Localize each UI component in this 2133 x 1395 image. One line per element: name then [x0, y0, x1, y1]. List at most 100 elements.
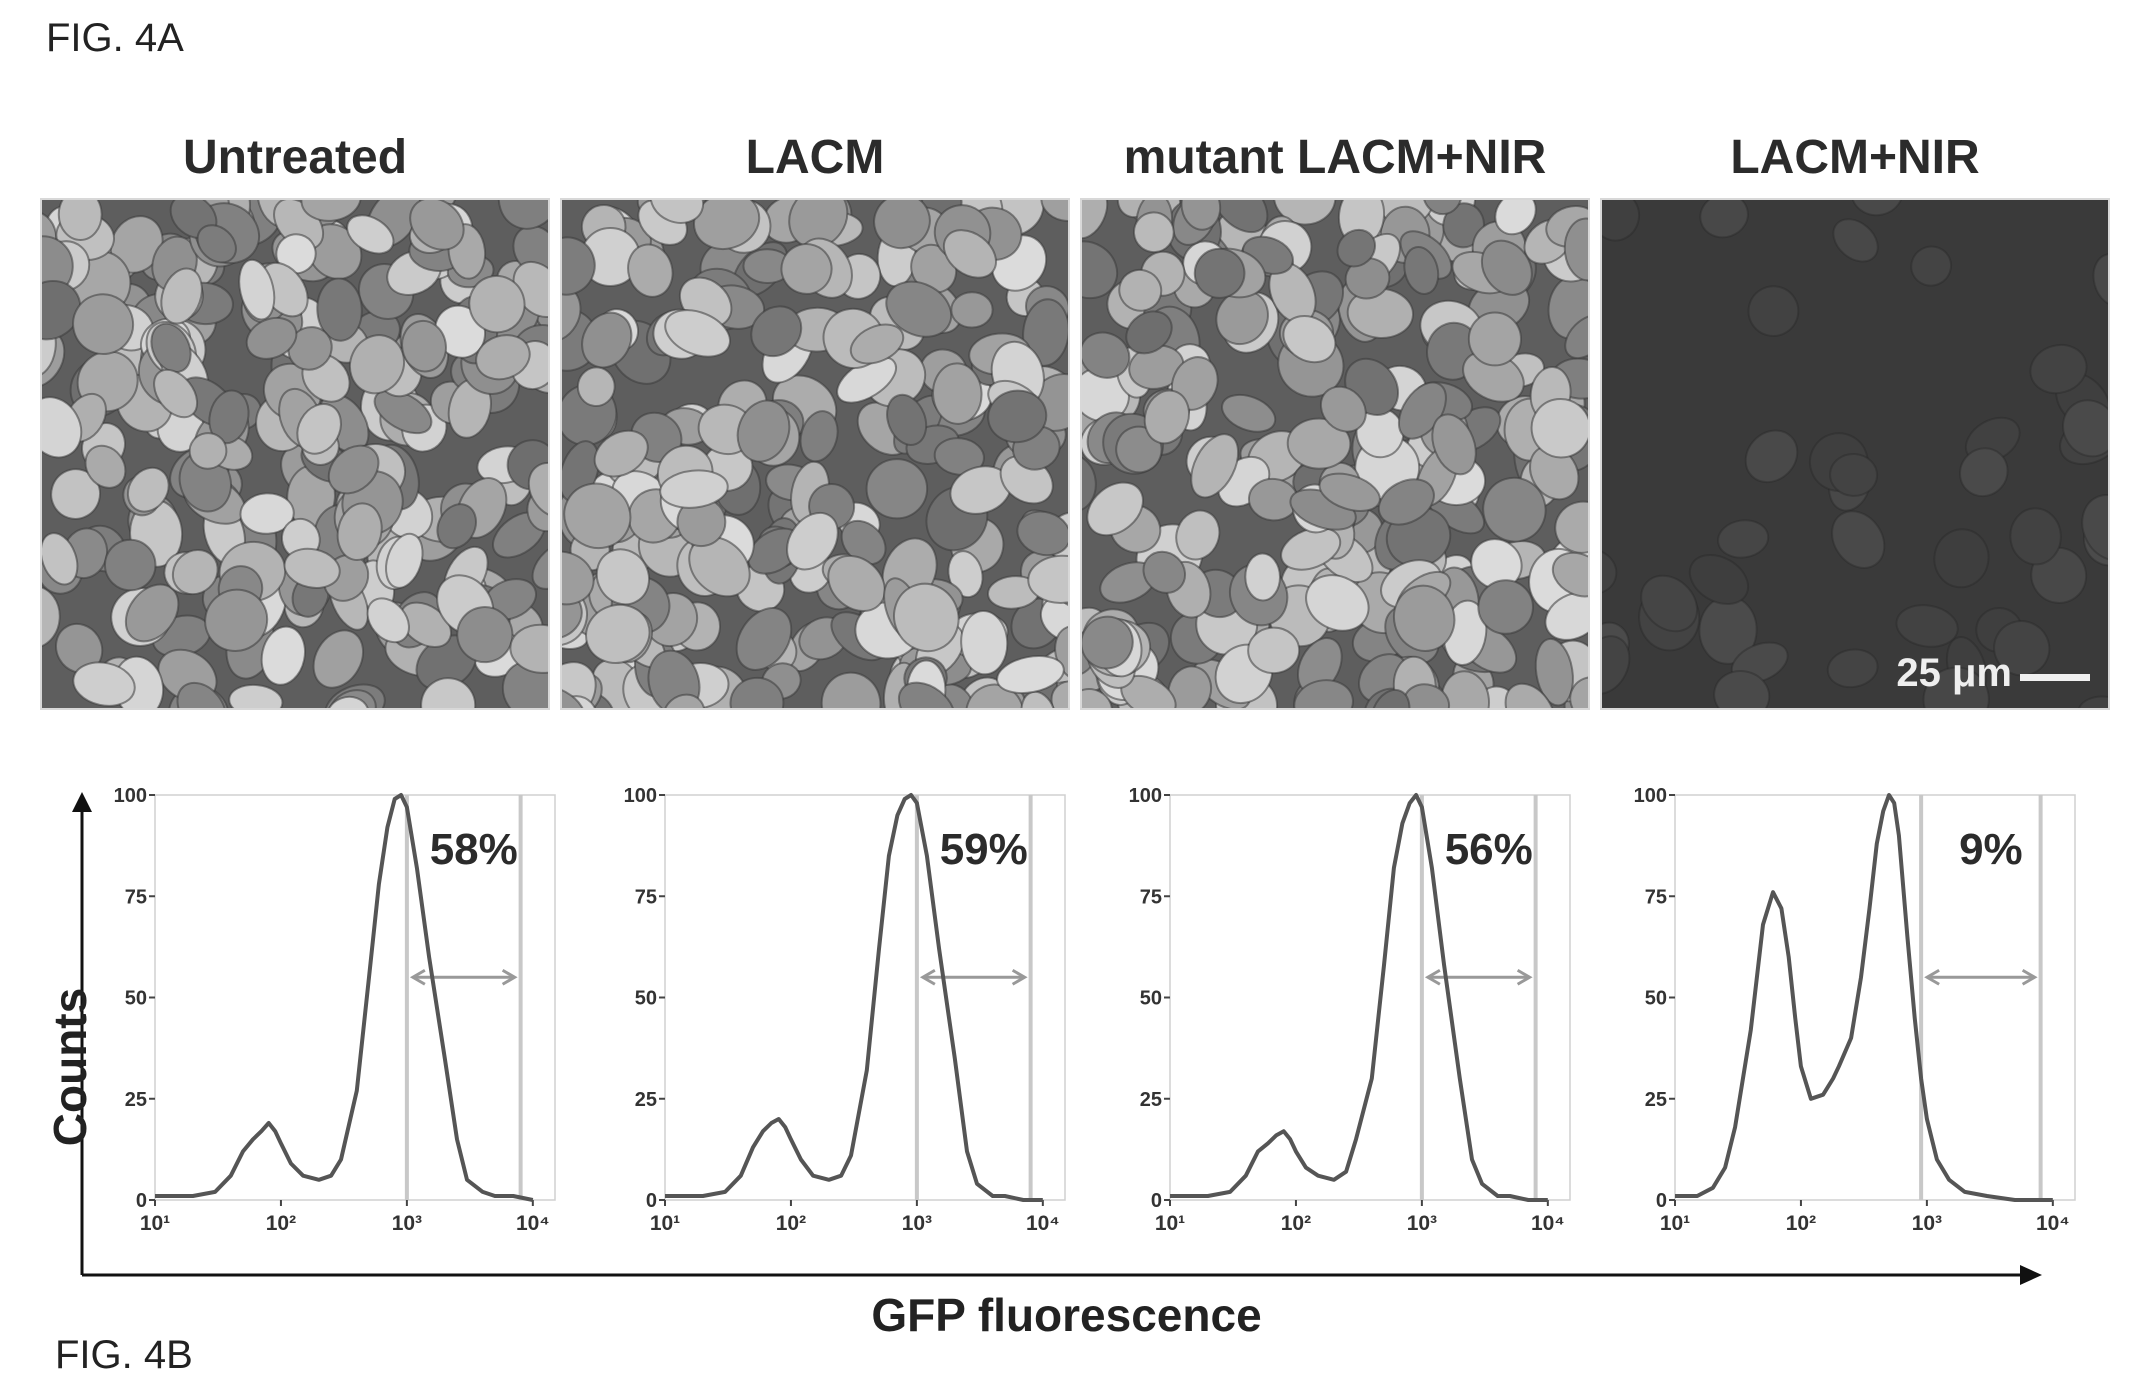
cell-blob	[1959, 447, 2009, 498]
cell-blob	[1850, 200, 1905, 217]
cell-blob	[42, 532, 79, 586]
cell-blob	[228, 683, 284, 708]
cell-blob	[1193, 247, 1246, 299]
cell-blob	[238, 258, 276, 321]
cell-blob	[885, 280, 953, 338]
cell-blob	[1544, 591, 1588, 641]
y-tick-label: 100	[1634, 785, 1667, 807]
cell-blob	[348, 334, 406, 395]
cell-blob	[1831, 510, 1886, 569]
cell-blob	[373, 389, 433, 435]
cell-blob	[1282, 315, 1337, 364]
cell-blob	[1933, 528, 1990, 589]
cell-blob	[2077, 695, 2108, 708]
shared-axes	[72, 792, 2042, 1285]
y-tick-label: 75	[635, 886, 657, 908]
cell-blob	[1280, 526, 1342, 571]
cell-blob	[562, 236, 596, 296]
cell-blob	[150, 322, 192, 374]
cell-blob	[942, 229, 997, 279]
cell-blob	[996, 655, 1065, 695]
cell-blob	[1480, 239, 1533, 296]
gate-arrow-head-right	[501, 968, 518, 986]
cell-blob	[950, 291, 994, 329]
histogram-curve	[665, 793, 1043, 1202]
figure-label-a: FIG. 4A	[46, 16, 184, 60]
cell-blob	[300, 200, 362, 222]
cell-blob	[1221, 393, 1277, 433]
cell-blob	[1564, 314, 1588, 360]
cell-blob	[153, 368, 199, 419]
cell-blob	[188, 432, 228, 470]
y-tick-label: 25	[1645, 1089, 1667, 1111]
cell-blob	[204, 588, 269, 652]
panel-title-lacm: LACM	[745, 131, 885, 184]
cell-blob	[1563, 217, 1588, 282]
x-tick-label: 10²	[266, 1212, 296, 1235]
cell-blob	[664, 309, 731, 358]
x-tick-label: 10⁴	[516, 1212, 550, 1235]
cell-blob	[385, 532, 424, 589]
cell-blob	[576, 366, 616, 408]
cell-blob	[865, 458, 929, 520]
histogram-curve	[1170, 793, 1548, 1202]
cell-blob	[2081, 494, 2108, 562]
x-tick-label: 10⁴	[1026, 1212, 1060, 1235]
cell-blob	[593, 429, 649, 478]
cell-blob	[103, 538, 157, 592]
cell-blob	[1040, 200, 1068, 222]
cell-blob	[283, 547, 341, 589]
micrograph-lacm	[560, 198, 1070, 710]
cell-blob	[799, 410, 839, 463]
cell-blob	[1118, 268, 1163, 312]
cell-blob	[1504, 682, 1556, 708]
cell-blob	[176, 681, 227, 708]
gate-arrow-head-right	[2021, 968, 2038, 986]
cell-blob	[933, 437, 985, 476]
cell-blob	[1829, 453, 1879, 497]
cell-blob	[527, 461, 548, 519]
cell-blob	[1082, 454, 1097, 512]
cell-blob	[509, 623, 548, 674]
cell-blob	[1717, 519, 1770, 559]
cell-blob	[409, 200, 465, 251]
cell-blob	[57, 200, 103, 241]
scale-bar	[2020, 674, 2090, 681]
panel-title-lacm-nir: LACM+NIR	[1730, 131, 1980, 184]
cell-blob	[1305, 574, 1370, 632]
cell-blob	[336, 502, 383, 561]
cell-blob	[581, 311, 633, 369]
cell-blob	[1530, 397, 1588, 459]
histogram-panel: 0 25 50 75 100 10¹ 10² 10³ 10⁴ 9%	[1634, 785, 2076, 1235]
gate-arrow-head-right	[1011, 968, 1028, 986]
cell-blob	[1016, 510, 1068, 557]
cell-blob	[595, 548, 651, 606]
cell-blob	[312, 629, 365, 689]
cell-blob	[2062, 399, 2108, 458]
cell-blob	[160, 267, 203, 325]
cell-blob	[420, 677, 477, 708]
x-tick-label: 10²	[1281, 1212, 1311, 1235]
cell-blob	[468, 274, 526, 334]
x-tick-label: 10³	[392, 1212, 422, 1235]
cell-blob	[585, 603, 651, 664]
y-tick-label: 0	[136, 1190, 147, 1212]
cell-blob	[562, 685, 586, 708]
cell-blob	[1747, 285, 1800, 337]
panel-title-mutant-lacm-nir: mutant LACM+NIR	[1123, 131, 1547, 184]
cell-blob	[893, 582, 960, 653]
cell-blob	[1377, 478, 1435, 526]
histogram-panel: 0 25 50 75 100 10¹ 10² 10³ 10⁴ 58%	[114, 785, 556, 1235]
gate-percentage: 58%	[430, 825, 518, 874]
gate-arrow-head-left	[1924, 968, 1940, 986]
x-axis-title: GFP fluorescence	[871, 1289, 1262, 1341]
x-axis-arrowhead	[2020, 1265, 2042, 1285]
gate-arrow-head-left	[1424, 968, 1441, 986]
y-tick-label: 100	[624, 785, 657, 807]
cell-blob	[2029, 343, 2088, 395]
y-tick-label: 100	[1129, 785, 1162, 807]
x-tick-label: 10³	[1912, 1212, 1942, 1235]
cell-blob	[327, 444, 380, 495]
cell-blob	[1569, 676, 1588, 708]
